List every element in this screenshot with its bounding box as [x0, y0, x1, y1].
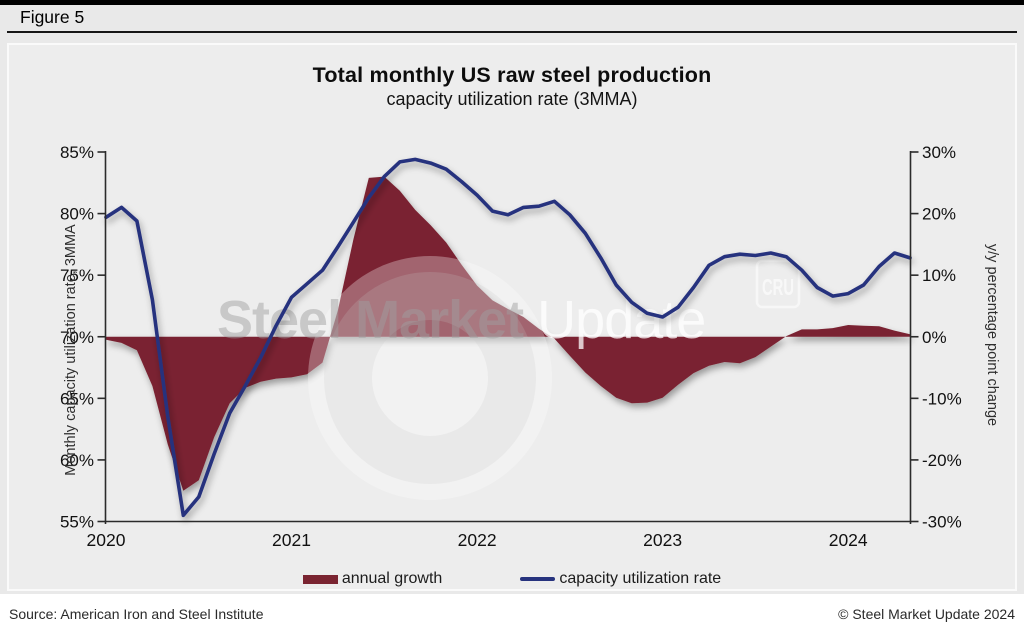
legend-item-annual-growth: annual growth: [302, 570, 443, 588]
legend-label: annual growth: [341, 570, 443, 587]
annual-growth-swatch: [302, 574, 338, 584]
header-rule: [7, 31, 1017, 33]
top-black-bar: [0, 0, 1024, 5]
copyright-note: © Steel Market Update 2024: [838, 605, 1015, 622]
legend-label: capacity utilization rate: [559, 570, 722, 587]
chart-panel: [7, 43, 1017, 591]
footer-bar: Source: American Iron and Steel Institut…: [0, 594, 1024, 633]
chart-subtitle: capacity utilization rate (3MMA): [386, 89, 638, 109]
chart-legend: annual growth capacity utilization rate: [0, 570, 1024, 588]
legend-item-capacity-utilization: capacity utilization rate: [520, 570, 721, 588]
source-note: Source: American Iron and Steel Institut…: [9, 605, 264, 622]
chart-title: Total monthly US raw steel production: [312, 63, 712, 87]
capacity-utilization-swatch: [520, 577, 556, 581]
figure-label: Figure 5: [20, 7, 85, 27]
